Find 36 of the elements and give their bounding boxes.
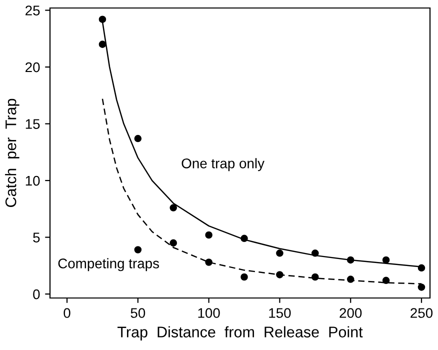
point <box>276 250 284 257</box>
x-axis-title: Trap Distance from Release Point <box>118 326 363 340</box>
point <box>312 250 319 257</box>
x-tick-label: 50 <box>130 308 146 318</box>
point <box>134 134 142 142</box>
point <box>170 239 177 247</box>
y-axis-title: Catch per Trap <box>5 98 20 207</box>
point <box>418 264 426 272</box>
annotation: Competing traps <box>58 258 159 272</box>
y-tick-label: 15 <box>26 119 40 129</box>
point <box>134 246 142 254</box>
x-tick-label: 150 <box>269 308 291 318</box>
y-tick-label: 25 <box>26 6 40 16</box>
y-tick-label: 10 <box>26 176 40 186</box>
x-tick-label: 250 <box>410 308 433 318</box>
x-tick-label: 0 <box>64 308 70 318</box>
point <box>276 271 284 278</box>
point <box>382 276 390 284</box>
point <box>98 40 106 48</box>
point <box>240 234 248 242</box>
annotation: One trap only <box>182 158 264 172</box>
y-tick-label: 0 <box>33 289 40 300</box>
point <box>205 231 212 239</box>
y-tick-label: 5 <box>33 232 40 242</box>
x-tick-label: 100 <box>198 308 220 318</box>
point <box>382 256 390 264</box>
point <box>418 284 426 291</box>
point <box>240 273 248 281</box>
point <box>312 273 319 281</box>
point <box>346 276 354 283</box>
point <box>98 16 106 23</box>
point <box>346 256 354 264</box>
x-tick-label: 200 <box>340 308 362 318</box>
point <box>170 204 177 212</box>
point <box>205 258 212 266</box>
y-tick-label: 20 <box>26 62 40 72</box>
